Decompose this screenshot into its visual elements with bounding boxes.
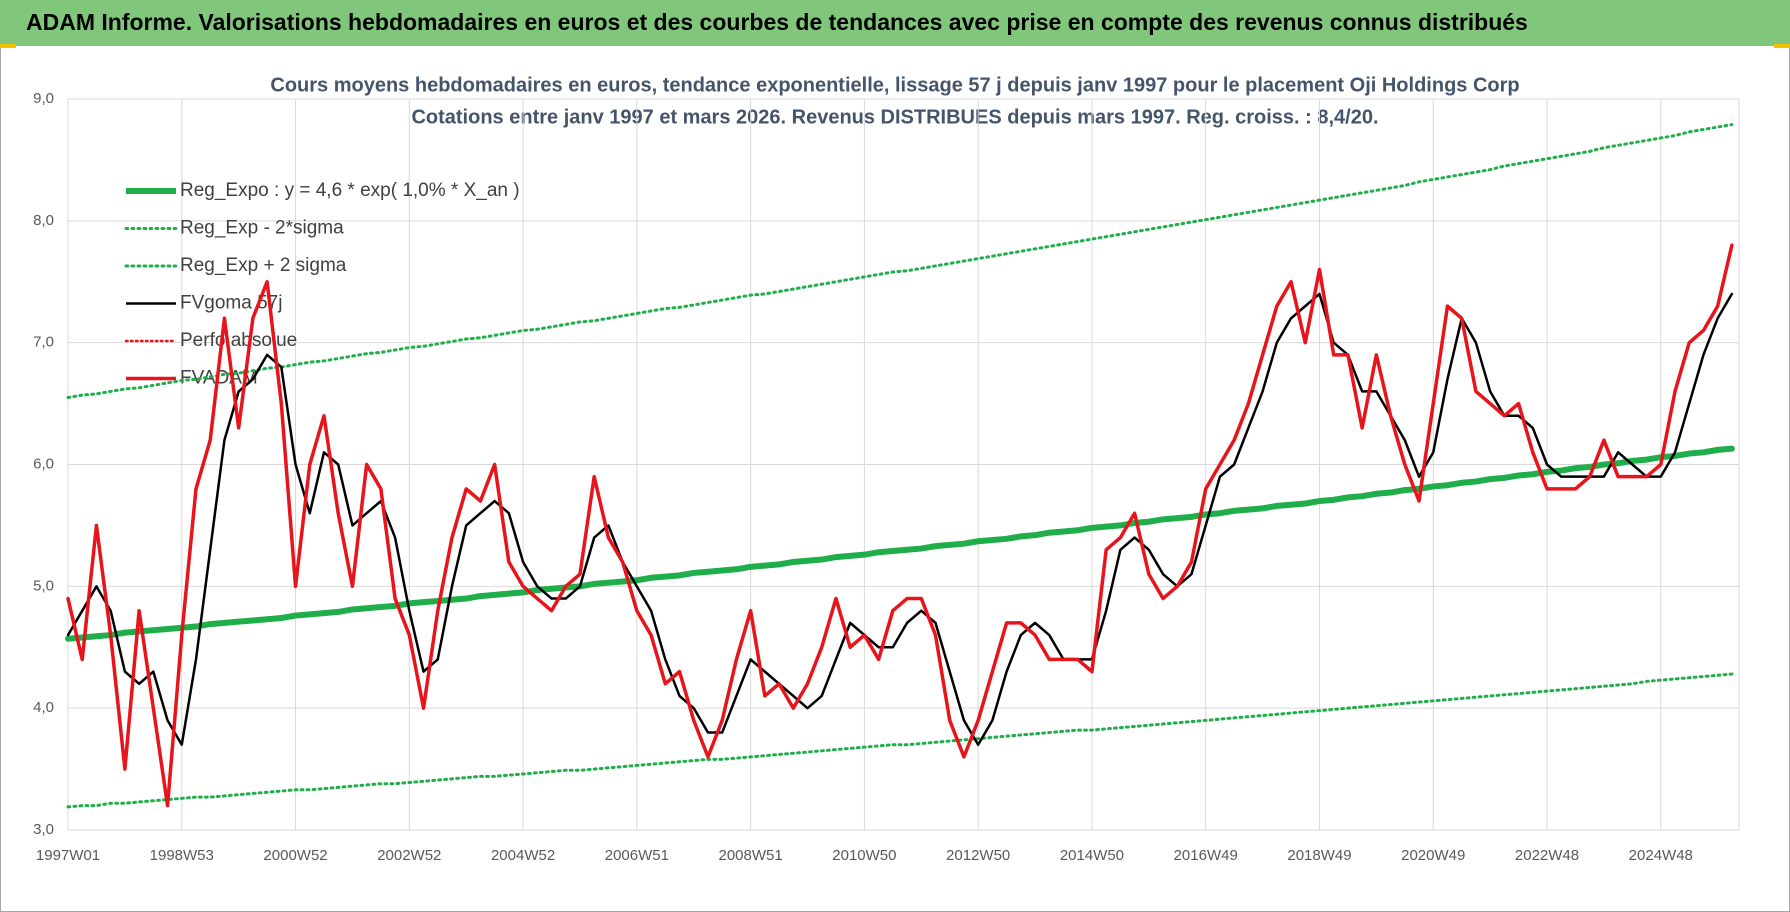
x-tick-label: 2014W50 bbox=[1060, 847, 1124, 864]
y-tick-label: 5,0 bbox=[33, 577, 54, 594]
x-tick-label: 2020W49 bbox=[1401, 847, 1465, 864]
series-line bbox=[66, 123, 1734, 399]
series-line bbox=[66, 292, 1734, 746]
x-tick-label: 2008W51 bbox=[719, 847, 783, 864]
legend-label: Reg_Expo : y = 4,6 * exp( 1,0% * X_an ) bbox=[180, 180, 520, 201]
header-bar bbox=[0, 0, 1790, 46]
x-tick-label: 2006W51 bbox=[605, 847, 669, 864]
x-tick-label: 2000W52 bbox=[263, 847, 327, 864]
series-line bbox=[65, 445, 1735, 642]
chart-title: Cours moyens hebdomadaires en euros, ten… bbox=[270, 74, 1519, 96]
x-tick-label: 2018W49 bbox=[1287, 847, 1351, 864]
y-tick-label: 3,0 bbox=[33, 821, 54, 838]
y-tick-label: 9,0 bbox=[33, 90, 54, 107]
x-tick-label: 2002W52 bbox=[377, 847, 441, 864]
x-tick-label: 1998W53 bbox=[150, 847, 214, 864]
x-tick-label: 2022W48 bbox=[1515, 847, 1579, 864]
x-tick-label: 2004W52 bbox=[491, 847, 555, 864]
x-tick-label: 1997W01 bbox=[36, 847, 100, 864]
legend-label: Reg_Exp + 2 sigma bbox=[180, 255, 347, 276]
y-tick-label: 4,0 bbox=[33, 699, 54, 716]
legend-label: Perfo absolue bbox=[180, 330, 297, 351]
y-tick-label: 8,0 bbox=[33, 212, 54, 229]
x-tick-label: 2024W48 bbox=[1629, 847, 1693, 864]
header-title: ADAM Informe. Valorisations hebdomadaire… bbox=[26, 9, 1528, 35]
corner-accent bbox=[1774, 44, 1790, 48]
series-line bbox=[66, 243, 1734, 808]
series-line bbox=[66, 672, 1734, 809]
corner-accent bbox=[0, 44, 16, 48]
y-tick-label: 7,0 bbox=[33, 334, 54, 351]
x-tick-label: 2016W49 bbox=[1174, 847, 1238, 864]
legend-label: Reg_Exp - 2*sigma bbox=[180, 218, 344, 239]
y-tick-label: 6,0 bbox=[33, 455, 54, 472]
x-tick-label: 2010W50 bbox=[832, 847, 896, 864]
x-tick-label: 2012W50 bbox=[946, 847, 1010, 864]
chart-subtitle: Cotations entre janv 1997 et mars 2026. … bbox=[411, 106, 1378, 128]
